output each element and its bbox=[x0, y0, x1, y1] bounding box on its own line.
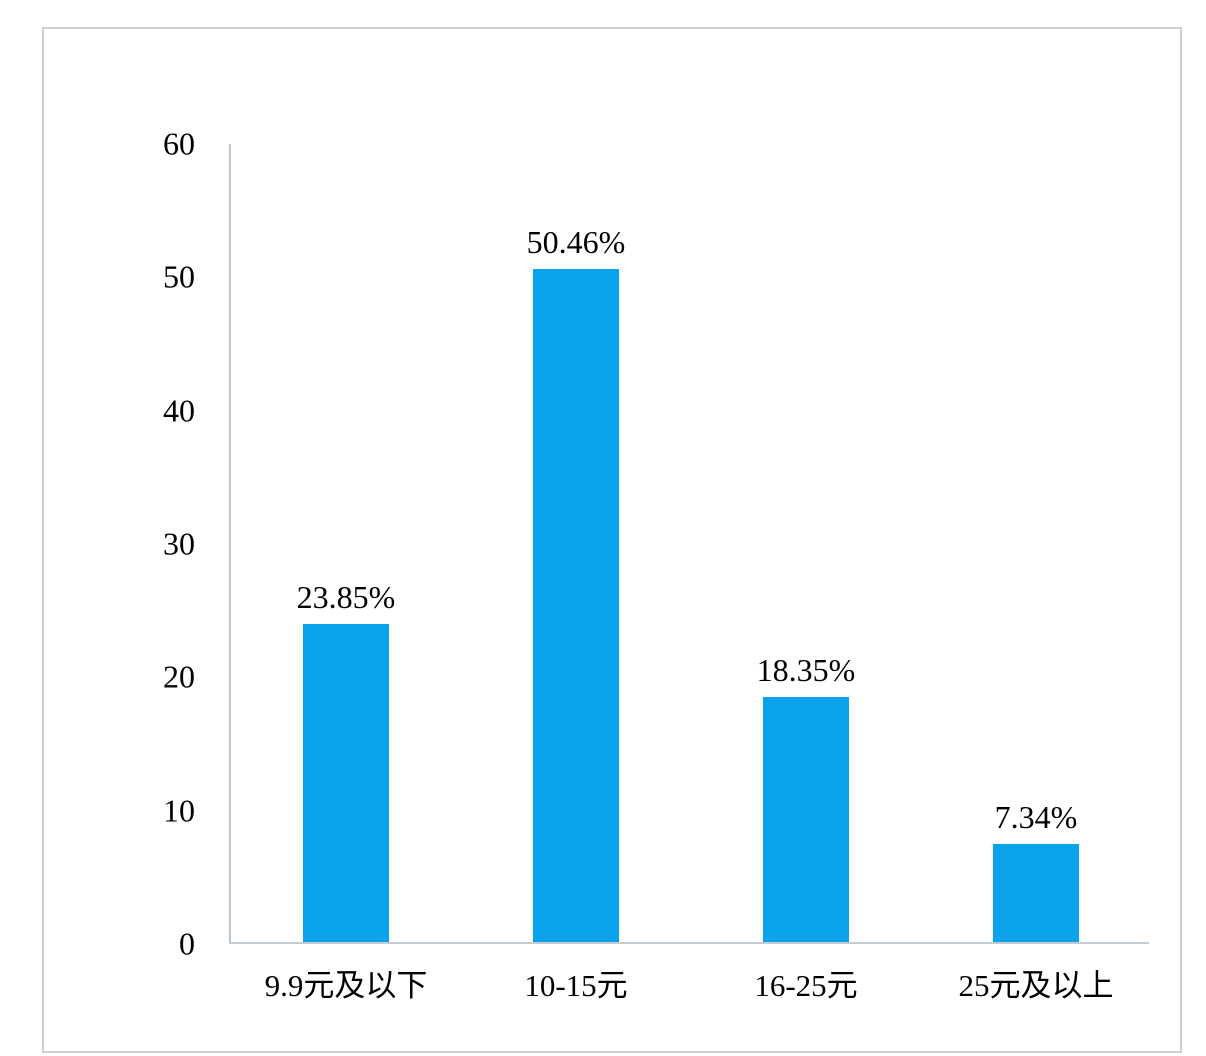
bar-data-label: 18.35% bbox=[756, 652, 856, 689]
x-axis-category-label: 9.9元及以下 bbox=[264, 968, 428, 1003]
x-axis-category-label: 25元及以上 bbox=[958, 968, 1114, 1003]
y-axis-tick-label: 50 bbox=[163, 258, 195, 295]
y-axis-tick-label: 60 bbox=[163, 125, 195, 162]
y-axis-tick-label: 20 bbox=[163, 658, 195, 695]
y-axis-tick-label: 40 bbox=[163, 392, 195, 429]
y-axis-tick-label: 10 bbox=[163, 792, 195, 829]
x-axis-category-label: 16-25元 bbox=[754, 968, 858, 1003]
chart-frame: 0 10 20 30 40 50 60 23.85% 9.9元及以下 50.46% 10-15元 18… bbox=[42, 27, 1182, 1053]
bar-chart: 0 10 20 30 40 50 60 23.85% 9.9元及以下 50.46% 10-15元 18… bbox=[163, 126, 1149, 1003]
bar: 23.85% bbox=[297, 579, 395, 942]
x-axis-category-label: 10-15元 bbox=[524, 968, 628, 1003]
bar-data-label: 50.46% bbox=[526, 224, 626, 261]
y-axis-tick-label: 30 bbox=[163, 525, 195, 562]
bar-data-label: 23.85% bbox=[296, 579, 396, 615]
bar-data-label: 7.34% bbox=[994, 799, 1078, 836]
bar: 18.35% bbox=[757, 652, 855, 942]
bar: 7.34% bbox=[993, 799, 1079, 942]
y-axis-tick-label: 0 bbox=[179, 925, 195, 962]
bar: 50.46% bbox=[527, 224, 625, 942]
